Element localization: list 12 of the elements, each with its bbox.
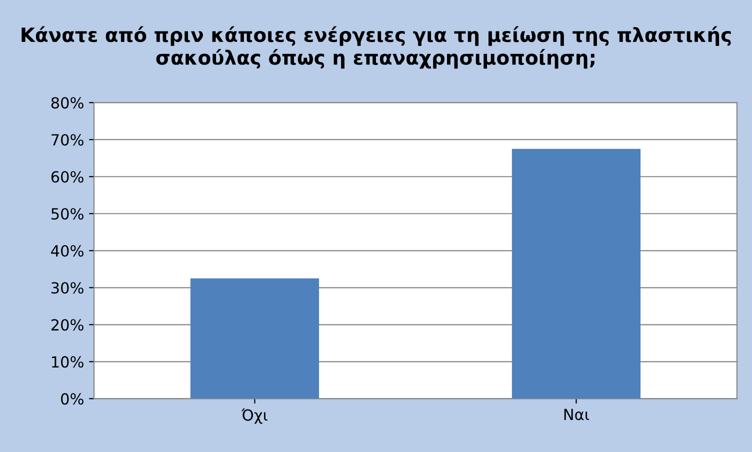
y-tick-label: 70% (52, 134, 84, 146)
y-tick-label: 50% (52, 208, 84, 220)
y-tick-label: 10% (52, 356, 84, 368)
y-tick-label: 30% (51, 282, 84, 294)
chart-title: Κάνατε από πριν κάποιες ενέργειες για τη μείωση της πλαστικής σακούλας όπως η επαναχρησιμοποίηση; (22, 26, 731, 69)
y-tick-label: 40% (51, 245, 84, 257)
x-tick-label: Όχι (241, 408, 268, 424)
y-tick-label: 0% (61, 393, 84, 405)
y-tick-label: 20% (51, 319, 84, 331)
y-tick-label: 80% (51, 97, 84, 109)
x-tick-label: Ναι (564, 408, 590, 420)
y-tick-label: 60% (51, 171, 84, 183)
